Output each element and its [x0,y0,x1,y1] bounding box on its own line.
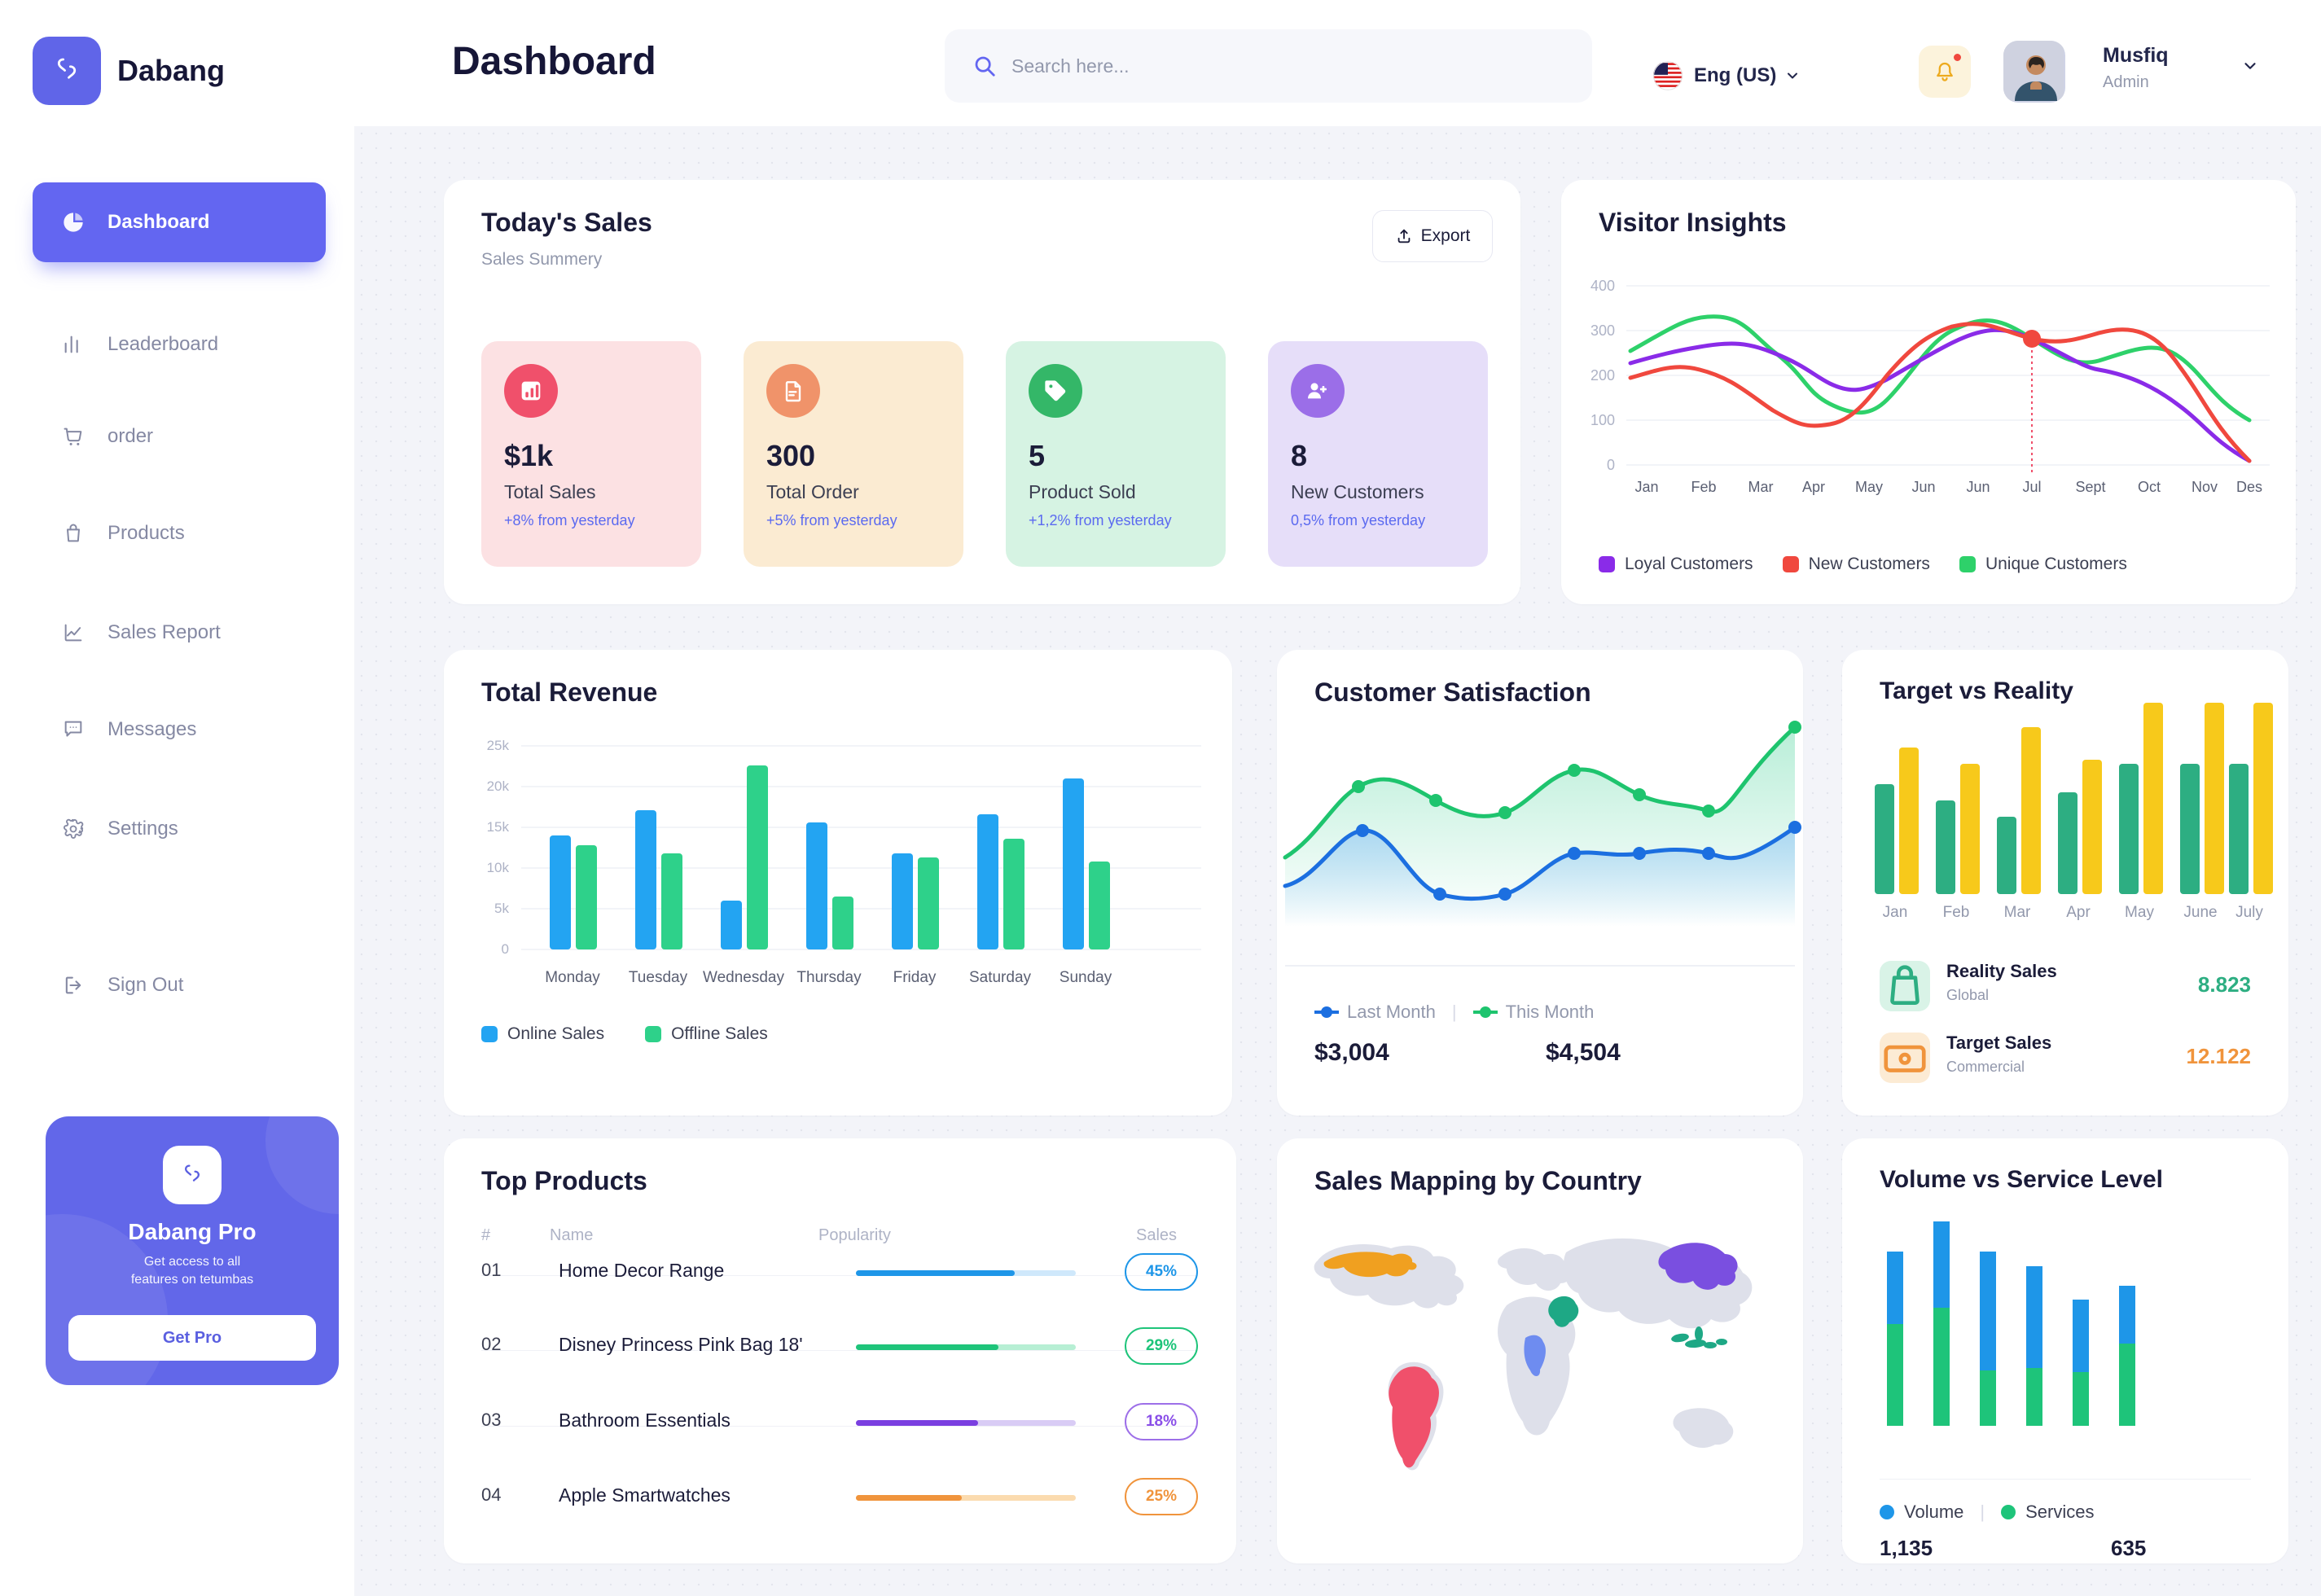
svg-text:Apr: Apr [1802,479,1825,495]
svg-text:May: May [1855,479,1883,495]
svg-text:Mar: Mar [1748,479,1774,495]
svg-text:200: 200 [1590,367,1615,384]
svg-text:Jan: Jan [1883,904,1908,921]
svg-text:Feb: Feb [1943,904,1970,921]
svg-text:Jun: Jun [1911,479,1935,495]
svg-text:20k: 20k [487,778,510,794]
svg-text:0: 0 [1607,457,1615,473]
svg-text:Oct: Oct [2138,479,2161,495]
svg-text:15k: 15k [487,819,510,835]
svg-text:Saturday: Saturday [969,969,1032,986]
svg-text:Jul: Jul [2022,479,2041,495]
svg-text:0: 0 [502,941,509,957]
svg-text:Jun: Jun [1966,479,1990,495]
svg-text:July: July [2235,904,2263,921]
svg-text:Mar: Mar [2004,904,2031,921]
svg-text:Sept: Sept [2075,479,2105,495]
svg-text:Sunday: Sunday [1060,969,1112,986]
svg-text:Tuesday: Tuesday [629,969,688,986]
svg-text:5k: 5k [494,901,509,916]
svg-text:10k: 10k [487,860,510,875]
svg-text:Jan: Jan [1634,479,1658,495]
svg-text:Thursday: Thursday [796,969,862,986]
svg-text:Monday: Monday [545,969,600,986]
svg-text:Nov: Nov [2192,479,2218,495]
svg-text:May: May [2125,904,2154,921]
svg-text:Wednesday: Wednesday [703,969,784,986]
svg-text:Des: Des [2236,479,2262,495]
svg-text:Friday: Friday [893,969,937,986]
svg-text:100: 100 [1590,412,1615,428]
svg-text:Feb: Feb [1691,479,1716,495]
svg-text:25k: 25k [487,738,510,753]
svg-text:Apr: Apr [2066,904,2091,921]
svg-text:400: 400 [1590,278,1615,294]
svg-text:300: 300 [1590,322,1615,339]
svg-text:June: June [2183,904,2217,921]
